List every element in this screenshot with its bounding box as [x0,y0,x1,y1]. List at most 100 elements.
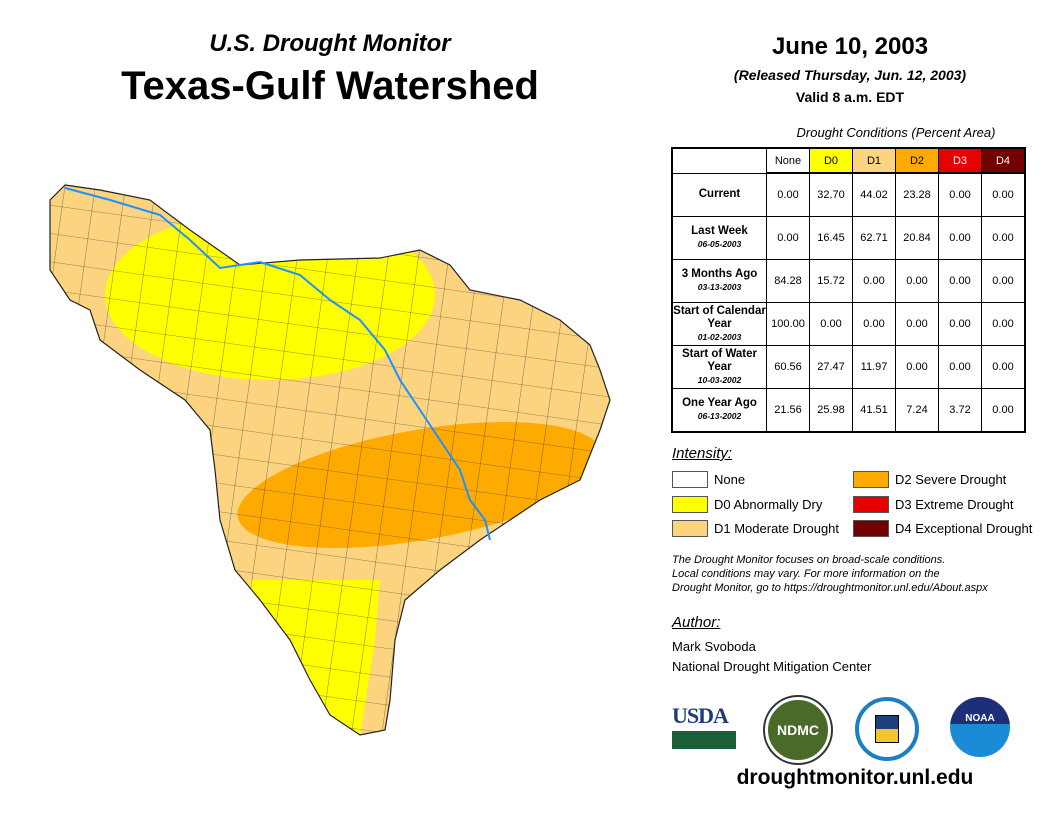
note-line: Local conditions may vary. For more info… [672,568,940,580]
map-date: June 10, 2003 [771,33,929,60]
table-cell: 0.00 [852,302,896,346]
table-cell: 0.00 [895,259,939,303]
table-row: One Year Ago 06-13-2002 21.56 25.98 41.51 7.2… [671,388,1026,433]
legend-item: D2 Severe Drought [853,471,1006,488]
table-row: Start of Calendar Year 01-02-2003 100.00 0.… [671,302,1026,346]
table-cell: 60.56 [766,345,810,389]
table-caption: Drought Conditions (Percent Area) [796,125,996,140]
website-url[interactable]: droughtmonitor.unl.edu [736,766,974,789]
table-cell: 27.47 [809,345,853,389]
disclaimer-note: The Drought Monitor focuses on broad-sca… [672,553,988,595]
table-cell: 11.97 [852,345,896,389]
row-label: Start of Water Year 10-03-2002 [671,345,767,389]
table-cell: 0.00 [981,216,1026,260]
legend-swatch [853,496,889,513]
table-cell: 21.56 [766,388,810,433]
table-cell: 0.00 [852,259,896,303]
legend-label: D4 Exceptional Drought [895,521,1033,536]
table-cell: 0.00 [938,172,982,217]
author-title: Author: [672,614,721,631]
column-header-d4: D4 [981,147,1026,174]
valid-time: Valid 8 a.m. EDT [795,89,905,105]
column-header-d0: D0 [809,147,853,174]
row-label: One Year Ago 06-13-2002 [671,388,767,433]
table-cell: 0.00 [766,172,810,217]
row-date: 01-02-2003 [697,331,742,342]
table-cell: 0.00 [766,216,810,260]
row-label-text: Current [698,188,741,201]
column-header-d2: D2 [895,147,939,174]
legend-label: D2 Severe Drought [895,472,1007,487]
column-header-d1: D1 [852,147,896,174]
legend-item: D0 Abnormally Dry [672,496,822,513]
legend-swatch [853,471,889,488]
drought-conditions-table: None D0 D1 D2 D3 D4 Current 0.00 32.70 44.02 23.2… [671,147,1026,433]
legend-title: Intensity: [672,445,733,462]
row-label: Last Week 06-05-2003 [671,216,767,260]
map-subtitle: U.S. Drought Monitor [209,30,451,57]
legend-item: None [672,471,745,488]
ndmc-logo: NDMC [765,697,831,763]
author-name: Mark Svoboda [672,639,756,654]
row-label-text: Start of Water Year [682,347,757,373]
legend-item: D3 Extreme Drought [853,496,1014,513]
table-cell: 23.28 [895,172,939,217]
table-cell: 0.00 [895,302,939,346]
row-label-text: Start of Calendar Year [673,304,766,330]
row-label-text: One Year Ago [682,397,757,409]
river [64,187,491,541]
map-title: Texas-Gulf Watershed [121,64,539,108]
legend-swatch [672,471,708,488]
legend-item: D4 Exceptional Drought [853,520,1032,537]
county-boundaries [50,185,610,735]
author-info: Mark Svoboda National Drought Mitigation… [672,637,871,677]
note-line: The Drought Monitor focuses on broad-sca… [672,554,946,566]
column-header-d3: D3 [938,147,982,174]
legend-label: D3 Extreme Drought [895,497,1014,512]
table-cell: 16.45 [809,216,853,260]
table-cell: 32.70 [809,172,853,217]
legend-swatch [853,520,889,537]
legend-label: D0 Abnormally Dry [714,497,823,512]
table-cell: 0.00 [809,302,853,346]
table-cell: 41.51 [852,388,896,433]
table-row: Current 0.00 32.70 44.02 23.28 0.00 0.00 [671,172,1026,217]
table-cell: 0.00 [981,172,1026,217]
usda-logo: USDA [672,703,736,749]
table-cell: 62.71 [852,216,896,260]
row-label: Start of Calendar Year 01-02-2003 [671,302,767,346]
table-cell: 0.00 [895,345,939,389]
usda-logo-text: USDA [672,703,729,728]
legend-swatch [672,496,708,513]
table-cell: 0.00 [981,388,1026,433]
row-label-text: 3 Months Ago [681,268,758,280]
row-label-text: Last Week [691,225,748,237]
table-cell: 20.84 [895,216,939,260]
table-row: Last Week 06-05-2003 0.00 16.45 62.71 20.84 0.… [671,216,1026,260]
table-cell: 7.24 [895,388,939,433]
table-cell: 15.72 [809,259,853,303]
row-label: 3 Months Ago 03-13-2003 [671,259,767,303]
row-date: 06-05-2003 [697,239,742,249]
legend-label: D1 Moderate Drought [714,521,840,536]
author-org: National Drought Mitigation Center [672,659,872,674]
legend-item: D1 Moderate Drought [672,520,839,537]
table-cell: 84.28 [766,259,810,303]
table-cell: 44.02 [852,172,896,217]
row-date: 10-03-2002 [697,374,742,385]
row-label: Current [671,172,767,217]
table-row: 3 Months Ago 03-13-2003 84.28 15.72 0.00 0.00… [671,259,1026,303]
row-date: 03-13-2003 [697,282,742,292]
noaa-logo-text: NOAA [965,713,995,724]
noaa-logo: NOAA [950,697,1010,757]
legend-swatch [672,520,708,537]
commerce-logo [855,697,919,761]
row-date: 06-13-2002 [697,411,742,421]
table-cell: 3.72 [938,388,982,433]
column-header-none: None [766,147,810,174]
table-cell: 0.00 [938,302,982,346]
table-cell: 0.00 [938,216,982,260]
table-cell: 0.00 [981,345,1026,389]
table-cell: 0.00 [938,259,982,303]
